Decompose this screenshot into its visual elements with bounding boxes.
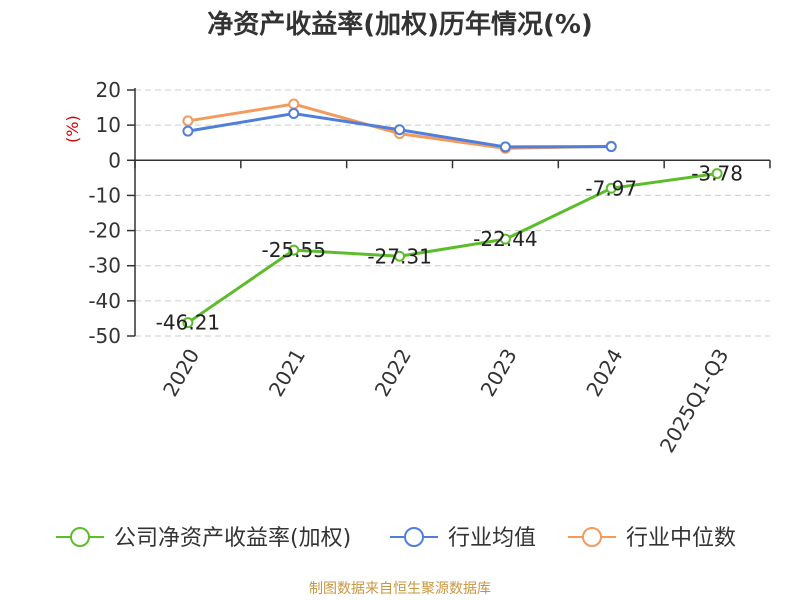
y-tick-label: -50: [88, 324, 121, 348]
data-label: -3.78: [691, 162, 743, 186]
data-point: [182, 317, 194, 329]
data-point: [288, 108, 300, 120]
legend-marker: [582, 527, 602, 547]
data-label: -7.97: [585, 176, 637, 200]
data-label: -27.31: [367, 244, 431, 268]
data-label: -25.55: [262, 238, 326, 262]
source-note: 制图数据来自恒生聚源数据库: [309, 581, 491, 597]
x-tick-label: 2025Q1-Q3: [655, 345, 734, 457]
y-tick-label: -10: [88, 183, 121, 207]
x-tick-label: 2024: [581, 345, 627, 401]
legend-marker: [70, 527, 90, 547]
data-point: [605, 141, 617, 153]
chart-title: 净资产收益率(加权)历年情况(%): [207, 10, 593, 40]
data-label: -46.21: [156, 311, 220, 335]
legend-marker: [404, 527, 424, 547]
legend-label: 公司净资产收益率(加权): [114, 526, 351, 551]
y-axis-label: (%): [63, 115, 82, 143]
y-tick-label: 20: [96, 78, 121, 102]
y-tick-label: -30: [88, 254, 121, 278]
data-point: [499, 233, 511, 245]
data-point: [394, 250, 406, 262]
x-tick-label: 2020: [158, 345, 204, 401]
data-label: -22.44: [473, 227, 537, 251]
data-point: [394, 124, 406, 136]
data-point: [499, 141, 511, 153]
data-point: [288, 98, 300, 110]
x-tick-label: 2023: [476, 345, 522, 401]
y-tick-label: 10: [96, 113, 121, 137]
data-point: [182, 115, 194, 127]
legend-label: 行业中位数: [626, 526, 736, 551]
y-tick-label: 0: [108, 148, 121, 172]
data-point: [711, 168, 723, 180]
x-tick-label: 2022: [370, 345, 416, 401]
y-tick-label: -40: [88, 289, 121, 313]
legend-label: 行业均值: [448, 526, 536, 551]
series-line: [187, 172, 718, 324]
data-point: [182, 125, 194, 137]
data-point: [288, 244, 300, 256]
x-tick-label: 2021: [264, 345, 310, 401]
y-tick-label: -20: [88, 219, 121, 243]
data-point: [605, 182, 617, 194]
